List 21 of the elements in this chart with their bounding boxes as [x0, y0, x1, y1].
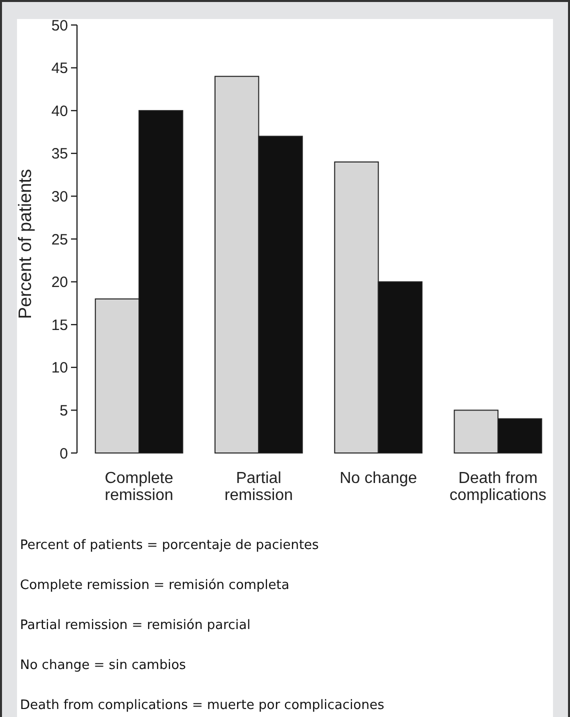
y-tick-label: 0: [60, 445, 68, 462]
y-tick-label: 30: [51, 188, 68, 206]
text: Death from complications = muerte por complicaciones: [20, 698, 384, 713]
y-tick-label: 15: [51, 316, 68, 334]
y-tick-label: 20: [51, 274, 68, 292]
y-tick-label: 25: [51, 231, 68, 248]
text: No change = sin cambios: [20, 658, 186, 673]
y-tick-label: 50: [51, 17, 68, 34]
x-tick-label: Partial remission: [224, 470, 293, 504]
text: Partial remission = remisión parcial: [20, 618, 250, 633]
x-tick-label: Death from complications: [450, 470, 546, 504]
y-tick-label: 35: [51, 146, 68, 163]
y-tick-label: 40: [51, 102, 68, 120]
y-tick-label: 10: [51, 360, 68, 377]
x-tick-label: No change: [340, 470, 418, 487]
y-tick-label: 5: [60, 402, 68, 420]
y-axis-title: Percent of patients: [15, 168, 35, 320]
x-tick-label: Complete remission: [104, 470, 174, 504]
text: Complete remission = remisión completa: [20, 578, 290, 593]
y-tick-label: 45: [51, 60, 68, 78]
text: Percent of patients = porcentaje de pacientes: [20, 538, 320, 553]
